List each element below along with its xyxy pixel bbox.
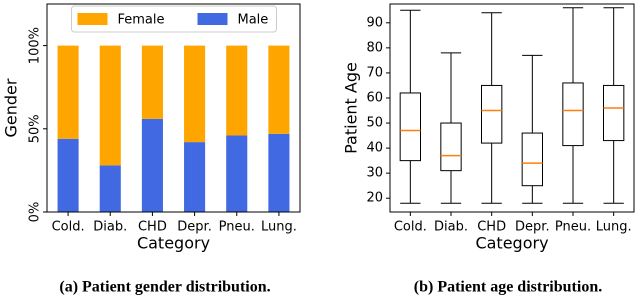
- legend-label: Female: [118, 13, 165, 28]
- y-tick-label: 0%: [28, 202, 43, 223]
- x-tick-label: Depr.: [177, 220, 212, 235]
- y-tick-label: 40: [366, 141, 383, 156]
- y-tick-label: 50%: [28, 114, 43, 143]
- bar: [141, 118, 163, 212]
- y-axis-label: Patient Age: [342, 62, 361, 154]
- bar: [226, 135, 248, 212]
- x-tick-label: Pneu.: [219, 220, 255, 235]
- x-axis-label: Category: [137, 234, 210, 253]
- bar: [268, 45, 290, 134]
- box: [440, 122, 462, 172]
- box: [562, 82, 584, 147]
- y-tick-label: 80: [366, 40, 383, 55]
- axes-frame: [389, 3, 635, 213]
- x-tick-label: Diab.: [93, 220, 127, 235]
- bar: [99, 165, 121, 212]
- bar: [57, 138, 79, 212]
- box: [399, 92, 421, 162]
- y-tick-label: 60: [366, 90, 383, 105]
- y-tick-label: 100%: [28, 27, 43, 64]
- bar: [268, 133, 290, 212]
- bar: [141, 45, 163, 119]
- box: [603, 84, 625, 142]
- x-tick-label: CHD: [138, 220, 167, 235]
- x-tick-label: Cold.: [52, 220, 85, 235]
- caption: (a) Patient gender distribution.: [59, 279, 270, 296]
- bar: [184, 45, 206, 143]
- legend-box: [71, 5, 277, 33]
- bar: [99, 45, 121, 166]
- x-tick-label: Pneu.: [555, 220, 591, 235]
- y-tick-label: 50: [366, 116, 383, 131]
- x-tick-label: Cold.: [394, 220, 427, 235]
- x-tick-label: Depr.: [515, 220, 550, 235]
- legend-swatch: [77, 13, 108, 25]
- bar: [226, 45, 248, 136]
- x-tick-label: CHD: [477, 220, 506, 235]
- y-tick-label: 90: [366, 15, 383, 30]
- box: [481, 84, 503, 144]
- x-tick-label: Diab.: [434, 220, 468, 235]
- legend-label: Male: [238, 13, 269, 28]
- y-axis-label: Gender: [2, 78, 21, 137]
- x-tick-label: Lung.: [596, 220, 632, 235]
- bar: [184, 142, 206, 212]
- box: [521, 132, 544, 187]
- y-tick-label: 20: [366, 191, 383, 206]
- x-axis-label: Category: [475, 234, 548, 253]
- bar: [57, 45, 79, 139]
- x-tick-label: Lung.: [261, 220, 297, 235]
- caption: (b) Patient age distribution.: [414, 279, 602, 296]
- y-tick-label: 30: [366, 166, 383, 181]
- axes-frame: [46, 3, 301, 213]
- y-tick-label: 70: [366, 65, 383, 80]
- legend-swatch: [197, 13, 228, 25]
